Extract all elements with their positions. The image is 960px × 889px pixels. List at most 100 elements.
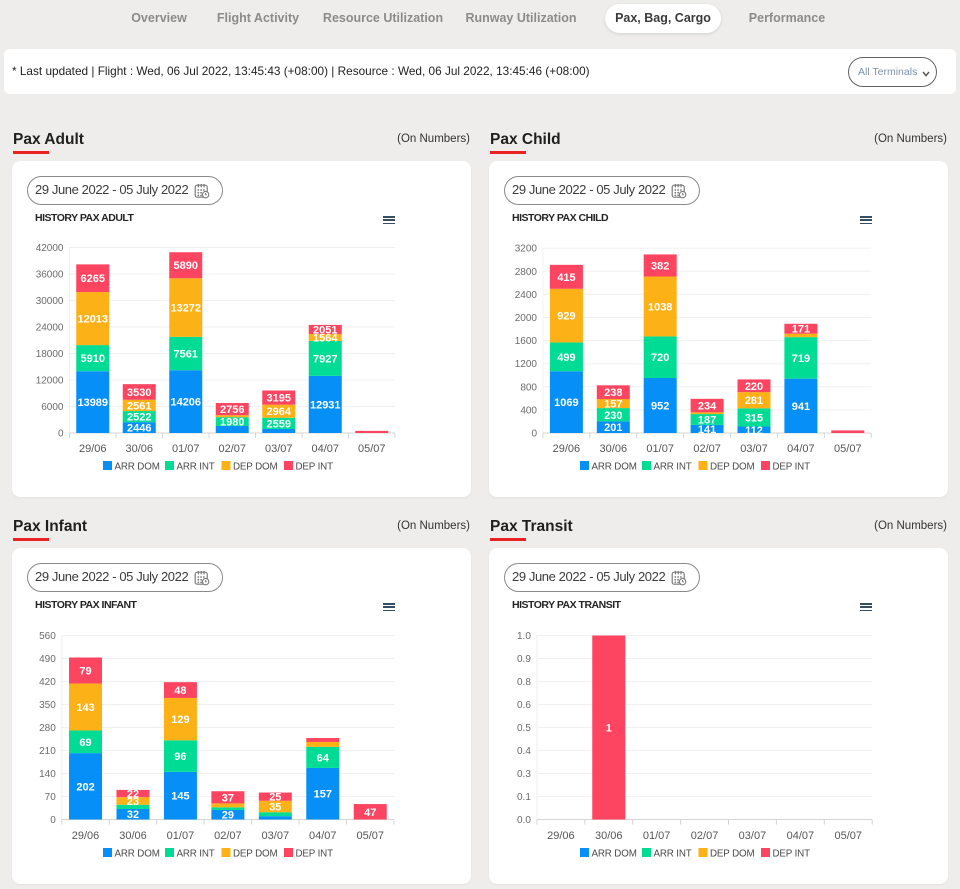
svg-text:29/06: 29/06 <box>553 443 581 455</box>
svg-text:04/07: 04/07 <box>787 443 815 455</box>
svg-text:01/07: 01/07 <box>643 830 671 842</box>
svg-text:143: 143 <box>76 702 94 714</box>
svg-text:281: 281 <box>745 395 763 407</box>
svg-text:140: 140 <box>39 769 56 780</box>
svg-text:DEP DOM: DEP DOM <box>233 462 278 473</box>
svg-text:2400: 2400 <box>515 290 538 301</box>
svg-text:3530: 3530 <box>127 387 151 399</box>
svg-text:30000: 30000 <box>36 296 64 307</box>
svg-text:490: 490 <box>39 654 56 665</box>
svg-text:2756: 2756 <box>220 404 244 416</box>
svg-text:37: 37 <box>222 792 234 804</box>
svg-text:350: 350 <box>39 700 56 711</box>
svg-text:42000: 42000 <box>36 243 64 254</box>
svg-text:400: 400 <box>520 405 537 416</box>
svg-text:202: 202 <box>76 781 94 793</box>
svg-text:04/07: 04/07 <box>311 443 339 455</box>
svg-text:315: 315 <box>745 412 763 424</box>
svg-text:35: 35 <box>269 802 281 814</box>
svg-text:171: 171 <box>792 324 810 336</box>
svg-text:30/06: 30/06 <box>125 443 153 455</box>
svg-text:01/07: 01/07 <box>646 443 674 455</box>
svg-text:47: 47 <box>364 807 376 819</box>
svg-text:157: 157 <box>604 399 622 411</box>
svg-text:234: 234 <box>698 401 717 413</box>
svg-text:22: 22 <box>127 789 139 801</box>
svg-text:01/07: 01/07 <box>172 443 200 455</box>
svg-text:210: 210 <box>39 746 56 757</box>
svg-text:02/07: 02/07 <box>214 830 242 842</box>
svg-text:03/07: 03/07 <box>262 830 290 842</box>
svg-text:DEP INT: DEP INT <box>773 462 811 473</box>
svg-text:6265: 6265 <box>81 273 105 285</box>
svg-text:0.8: 0.8 <box>517 677 531 688</box>
svg-text:05/07: 05/07 <box>834 830 862 842</box>
svg-text:05/07: 05/07 <box>834 443 862 455</box>
svg-text:ARR INT: ARR INT <box>177 462 215 473</box>
svg-text:0: 0 <box>531 429 537 440</box>
svg-text:5910: 5910 <box>81 353 105 365</box>
svg-text:0.9: 0.9 <box>517 654 531 665</box>
svg-text:ARR DOM: ARR DOM <box>115 849 160 860</box>
svg-text:0: 0 <box>50 815 56 826</box>
svg-text:29: 29 <box>222 810 234 822</box>
svg-text:1564: 1564 <box>313 332 338 344</box>
svg-text:1980: 1980 <box>220 417 244 429</box>
svg-text:1600: 1600 <box>515 336 538 347</box>
svg-text:2000: 2000 <box>515 313 538 324</box>
svg-text:96: 96 <box>174 751 186 763</box>
svg-text:3195: 3195 <box>267 393 291 405</box>
svg-text:18000: 18000 <box>36 349 64 360</box>
svg-text:14206: 14206 <box>170 397 201 409</box>
svg-text:64: 64 <box>317 752 330 764</box>
svg-text:0: 0 <box>58 429 64 440</box>
svg-text:0.4: 0.4 <box>517 746 531 757</box>
svg-text:48: 48 <box>174 685 186 697</box>
svg-text:0.6: 0.6 <box>517 700 531 711</box>
svg-text:0.1: 0.1 <box>517 792 531 803</box>
svg-text:05/07: 05/07 <box>356 830 384 842</box>
svg-text:DEP DOM: DEP DOM <box>233 849 278 860</box>
svg-text:30/06: 30/06 <box>119 830 147 842</box>
svg-text:DEP INT: DEP INT <box>296 462 334 473</box>
svg-text:0.3: 0.3 <box>517 769 531 780</box>
svg-text:187: 187 <box>698 414 716 426</box>
svg-text:3200: 3200 <box>515 244 538 255</box>
svg-text:1200: 1200 <box>515 359 538 370</box>
svg-text:69: 69 <box>79 737 91 749</box>
svg-text:2522: 2522 <box>127 412 151 424</box>
svg-text:ARR DOM: ARR DOM <box>592 849 637 860</box>
svg-text:13989: 13989 <box>77 397 108 409</box>
svg-text:230: 230 <box>604 410 622 422</box>
svg-text:941: 941 <box>792 401 810 413</box>
svg-text:12013: 12013 <box>77 314 108 326</box>
svg-text:32: 32 <box>127 809 139 821</box>
svg-text:157: 157 <box>314 789 332 801</box>
svg-text:DEP INT: DEP INT <box>296 849 334 860</box>
svg-text:5890: 5890 <box>174 260 198 272</box>
svg-text:2446: 2446 <box>127 423 151 435</box>
svg-text:13272: 13272 <box>170 303 201 315</box>
svg-text:ARR INT: ARR INT <box>177 849 215 860</box>
svg-text:24000: 24000 <box>36 323 64 334</box>
svg-text:1.0: 1.0 <box>517 631 531 642</box>
svg-text:30/06: 30/06 <box>600 443 628 455</box>
svg-text:02/07: 02/07 <box>693 443 721 455</box>
svg-text:145: 145 <box>171 791 189 803</box>
svg-text:6000: 6000 <box>41 402 64 413</box>
svg-text:800: 800 <box>520 382 537 393</box>
svg-text:12000: 12000 <box>36 376 64 387</box>
svg-text:112: 112 <box>745 425 763 437</box>
svg-text:382: 382 <box>651 260 669 272</box>
svg-text:03/07: 03/07 <box>740 443 768 455</box>
svg-text:04/07: 04/07 <box>787 830 815 842</box>
svg-text:2051: 2051 <box>313 324 337 336</box>
svg-text:1038: 1038 <box>648 301 672 313</box>
svg-text:719: 719 <box>792 353 810 365</box>
svg-text:23: 23 <box>127 796 139 808</box>
svg-text:2964: 2964 <box>267 406 292 418</box>
svg-text:02/07: 02/07 <box>691 830 719 842</box>
svg-text:DEP DOM: DEP DOM <box>710 849 755 860</box>
svg-text:280: 280 <box>39 723 56 734</box>
svg-text:29/06: 29/06 <box>79 443 107 455</box>
